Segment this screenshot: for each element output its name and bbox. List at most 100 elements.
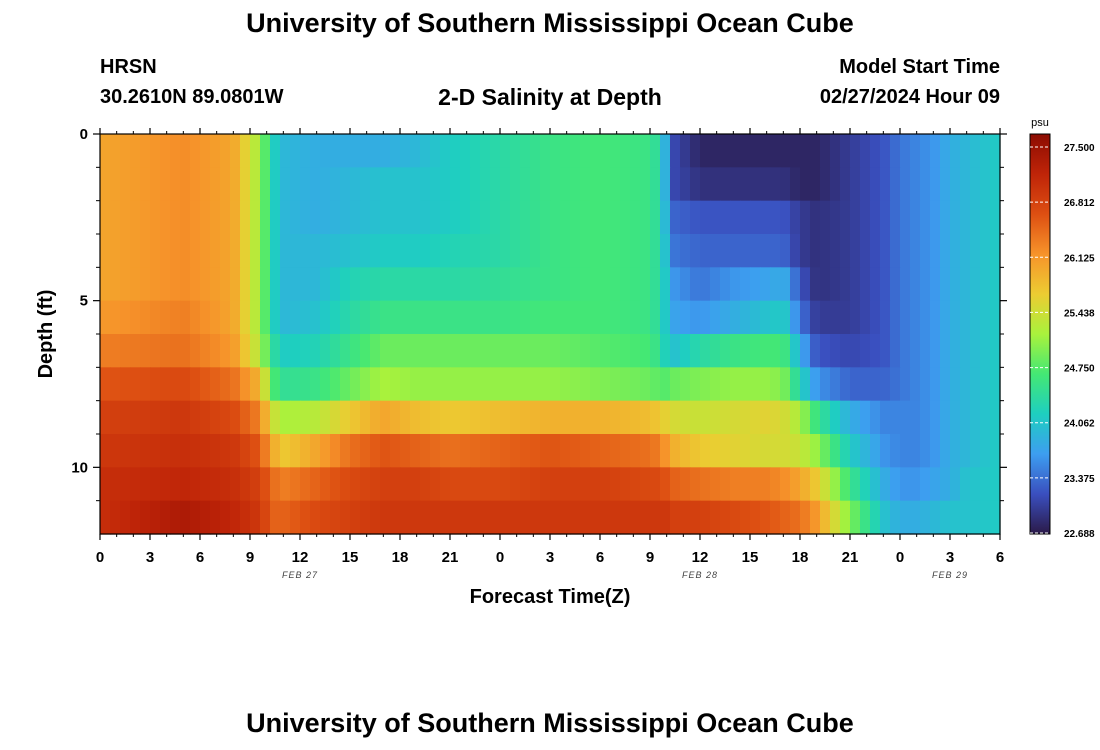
heatmap-cell xyxy=(380,300,391,335)
heatmap-cell xyxy=(650,200,661,235)
heatmap-cell xyxy=(540,134,551,168)
heatmap-cell xyxy=(670,200,681,235)
heatmap-cell xyxy=(120,434,131,468)
heatmap-cell xyxy=(940,334,951,368)
heatmap-cell xyxy=(790,234,801,268)
heatmap-cell xyxy=(260,134,271,168)
heatmap-cell xyxy=(810,267,821,302)
heatmap-cell xyxy=(730,267,741,302)
heatmap-cell xyxy=(120,367,131,402)
heatmap-cell xyxy=(190,400,201,435)
heatmap-cell xyxy=(550,200,561,235)
heatmap-cell xyxy=(110,334,121,368)
heatmap-cell xyxy=(890,167,901,202)
heatmap-cell xyxy=(500,300,511,335)
heatmap-cell xyxy=(740,367,751,402)
heatmap-cell xyxy=(740,167,751,202)
heatmap-cell xyxy=(470,400,481,435)
heatmap-cell xyxy=(560,400,571,435)
heatmap-cell xyxy=(120,467,131,502)
heatmap-cell xyxy=(250,300,261,335)
heatmap-cell xyxy=(990,167,1001,202)
heatmap-cell xyxy=(890,134,901,168)
heatmap-cell xyxy=(750,400,761,435)
heatmap-cell xyxy=(400,367,411,402)
heatmap-cell xyxy=(660,500,671,535)
heatmap-cell xyxy=(700,200,711,235)
heatmap-cell xyxy=(740,500,751,535)
heatmap-cell xyxy=(120,167,131,202)
heatmap-cell xyxy=(620,500,631,535)
heatmap-cell xyxy=(520,200,531,235)
heatmap-cell xyxy=(980,434,991,468)
heatmap-cell xyxy=(370,300,381,335)
heatmap-cell xyxy=(170,500,181,535)
heatmap-cell xyxy=(550,334,561,368)
heatmap-cell xyxy=(500,134,511,168)
colorbar-unit: psu xyxy=(1031,117,1049,129)
heatmap-cell xyxy=(350,400,361,435)
heatmap-cell xyxy=(220,234,231,268)
heatmap-cell xyxy=(470,200,481,235)
heatmap-cell xyxy=(230,234,241,268)
heatmap-cell xyxy=(840,434,851,468)
heatmap-cell xyxy=(130,234,141,268)
heatmap-cell xyxy=(220,400,231,435)
heatmap-cell xyxy=(330,267,341,302)
heatmap-cell xyxy=(770,500,781,535)
heatmap-cell xyxy=(870,167,881,202)
heatmap-cell xyxy=(550,500,561,535)
heatmap-cell xyxy=(450,400,461,435)
heatmap-cell xyxy=(620,134,631,168)
heatmap-cell xyxy=(730,367,741,402)
heatmap-cell xyxy=(540,400,551,435)
heatmap-cell xyxy=(800,400,811,435)
heatmap-cell xyxy=(770,334,781,368)
heatmap-cell xyxy=(330,400,341,435)
heatmap-cell xyxy=(210,434,221,468)
heatmap-cell xyxy=(240,300,251,335)
heatmap-cell xyxy=(320,367,331,402)
heatmap-cell xyxy=(330,134,341,168)
heatmap-cell xyxy=(680,400,691,435)
heatmap-cell xyxy=(850,400,861,435)
heatmap-cell xyxy=(290,467,301,502)
heatmap-cell xyxy=(870,467,881,502)
heatmap-cell xyxy=(670,500,681,535)
model-start-value: 02/27/2024 Hour 09 xyxy=(819,86,1000,108)
heatmap-cell xyxy=(380,267,391,302)
heatmap-cell xyxy=(950,334,961,368)
heatmap-cell xyxy=(530,167,541,202)
heatmap-cell xyxy=(130,267,141,302)
heatmap-cell xyxy=(410,134,421,168)
heatmap-cell xyxy=(710,467,721,502)
heatmap-cell xyxy=(620,467,631,502)
heatmap-cell xyxy=(970,334,981,368)
heatmap-cell xyxy=(650,300,661,335)
heatmap-cell xyxy=(380,367,391,402)
heatmap-cell xyxy=(390,200,401,235)
heatmap-cell xyxy=(750,467,761,502)
heatmap-cell xyxy=(940,134,951,168)
heatmap-cell xyxy=(340,334,351,368)
heatmap-cell xyxy=(930,467,941,502)
x-tick-label: 6 xyxy=(196,549,204,566)
heatmap-cell xyxy=(260,267,271,302)
heatmap-cell xyxy=(730,434,741,468)
heatmap-cell xyxy=(120,500,131,535)
heatmap-cell xyxy=(900,200,911,235)
heatmap-cell xyxy=(140,367,151,402)
heatmap-cell xyxy=(400,200,411,235)
heatmap-cell xyxy=(350,200,361,235)
heatmap-cell xyxy=(470,500,481,535)
heatmap-cell xyxy=(230,467,241,502)
heatmap-cell xyxy=(230,267,241,302)
heatmap-cell xyxy=(610,467,621,502)
heatmap-cell xyxy=(790,467,801,502)
x-tick-label: 6 xyxy=(996,549,1004,566)
heatmap-cell xyxy=(500,400,511,435)
heatmap-cell xyxy=(700,434,711,468)
heatmap-cell xyxy=(230,200,241,235)
heatmap-cell xyxy=(510,267,521,302)
heatmap-cell xyxy=(920,434,931,468)
